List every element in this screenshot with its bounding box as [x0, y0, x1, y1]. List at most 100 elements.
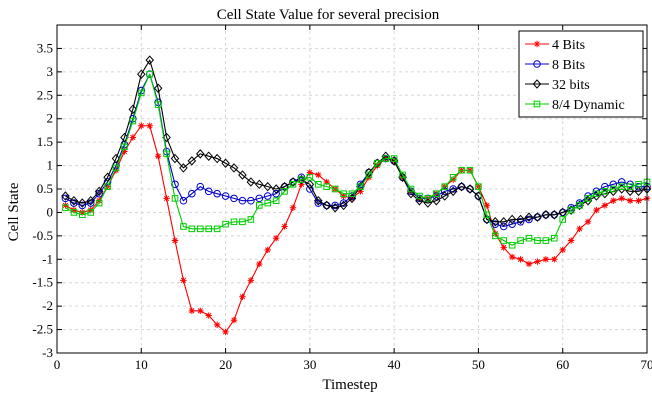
data-point — [138, 122, 145, 129]
data-point — [458, 166, 465, 174]
data-point — [340, 190, 347, 197]
data-point — [626, 197, 634, 204]
data-point — [153, 83, 163, 94]
data-point — [238, 196, 247, 205]
data-point — [222, 328, 229, 336]
data-point — [163, 195, 170, 202]
data-point — [499, 217, 508, 227]
data-point — [534, 258, 541, 265]
data-point — [128, 104, 138, 115]
data-point — [264, 246, 271, 254]
data-point — [62, 204, 69, 212]
data-point — [222, 220, 229, 228]
y-tick-label: 1 — [47, 158, 54, 173]
data-point — [542, 256, 550, 263]
axes: 0 10 20 30 40 50 60 70 -3 -2.5 -2 -1.5 -1 -0.5 0 0.5 1 1.… — [32, 25, 652, 372]
data-point — [441, 183, 449, 190]
data-point — [483, 211, 491, 219]
data-point — [415, 195, 424, 206]
y-tick-label: 0 — [47, 204, 54, 219]
data-point — [196, 182, 205, 191]
x-tick-label: 0 — [54, 357, 61, 372]
data-point — [465, 184, 475, 194]
y-tick-label: 3.5 — [37, 40, 53, 55]
data-point — [163, 150, 170, 158]
data-point — [306, 185, 314, 193]
y-tick-label: -1.5 — [32, 275, 53, 290]
data-point — [78, 198, 87, 208]
data-point — [298, 176, 305, 183]
data-point — [154, 153, 162, 160]
data-point — [331, 185, 339, 193]
data-point — [255, 202, 263, 209]
data-point — [146, 70, 154, 78]
legend: 4 Bits 8 Bits 32 bits 8/4 Dynamic — [518, 30, 644, 118]
data-point — [188, 225, 196, 233]
data-point — [314, 181, 322, 188]
data-point — [635, 197, 642, 204]
data-point — [551, 256, 558, 263]
data-point — [289, 204, 297, 211]
x-tick-label: 10 — [135, 357, 148, 372]
data-point — [120, 132, 129, 143]
data-point — [171, 195, 179, 202]
data-point — [204, 151, 213, 161]
x-tick-label: 60 — [556, 357, 569, 372]
data-point — [247, 277, 255, 284]
data-point — [559, 246, 566, 254]
data-point — [69, 195, 79, 206]
y-tick-label: -0.5 — [32, 228, 53, 243]
data-point — [593, 206, 600, 214]
x-tick-label: 40 — [388, 357, 401, 372]
data-point — [448, 186, 458, 197]
data-point — [205, 225, 213, 233]
x-tick-label: 50 — [472, 357, 485, 372]
data-point — [533, 212, 542, 222]
y-tick-label: 2.5 — [37, 87, 53, 102]
x-axis-title: Timestep — [322, 377, 377, 393]
legend-marker — [533, 100, 541, 108]
data-point — [576, 202, 583, 209]
data-point — [121, 148, 128, 155]
y-tick-label: 3 — [47, 64, 54, 79]
legend-label: 4 Bits — [552, 38, 585, 53]
data-point — [601, 188, 609, 195]
data-point — [499, 222, 508, 231]
data-point — [70, 199, 78, 207]
data-point — [399, 171, 406, 179]
data-point — [517, 256, 524, 263]
data-point — [323, 178, 330, 186]
series-4 — [62, 70, 651, 249]
data-point — [129, 117, 137, 125]
data-point — [281, 223, 288, 230]
data-point — [221, 192, 230, 200]
data-point — [550, 210, 559, 220]
data-point — [339, 200, 348, 211]
data-point — [567, 237, 575, 244]
series-layer — [61, 55, 652, 336]
data-point — [121, 143, 128, 151]
data-point — [618, 183, 626, 190]
data-point — [508, 220, 516, 228]
data-point — [239, 218, 246, 226]
data-point — [625, 186, 635, 197]
data-point — [440, 191, 449, 201]
data-point — [525, 234, 533, 242]
data-point — [406, 188, 416, 199]
data-point — [601, 202, 609, 209]
data-point — [239, 293, 246, 300]
data-point — [197, 307, 204, 315]
data-point — [449, 173, 457, 181]
x-tick-label: 20 — [219, 357, 232, 372]
data-point — [365, 171, 373, 179]
data-point — [112, 164, 120, 172]
chart-title: Cell State Value for several precision — [217, 7, 440, 23]
data-point — [61, 191, 70, 201]
data-point — [264, 199, 272, 207]
data-point — [323, 183, 331, 190]
data-point — [541, 210, 551, 220]
data-point — [524, 212, 534, 222]
data-point — [516, 214, 525, 225]
data-point — [171, 237, 179, 244]
